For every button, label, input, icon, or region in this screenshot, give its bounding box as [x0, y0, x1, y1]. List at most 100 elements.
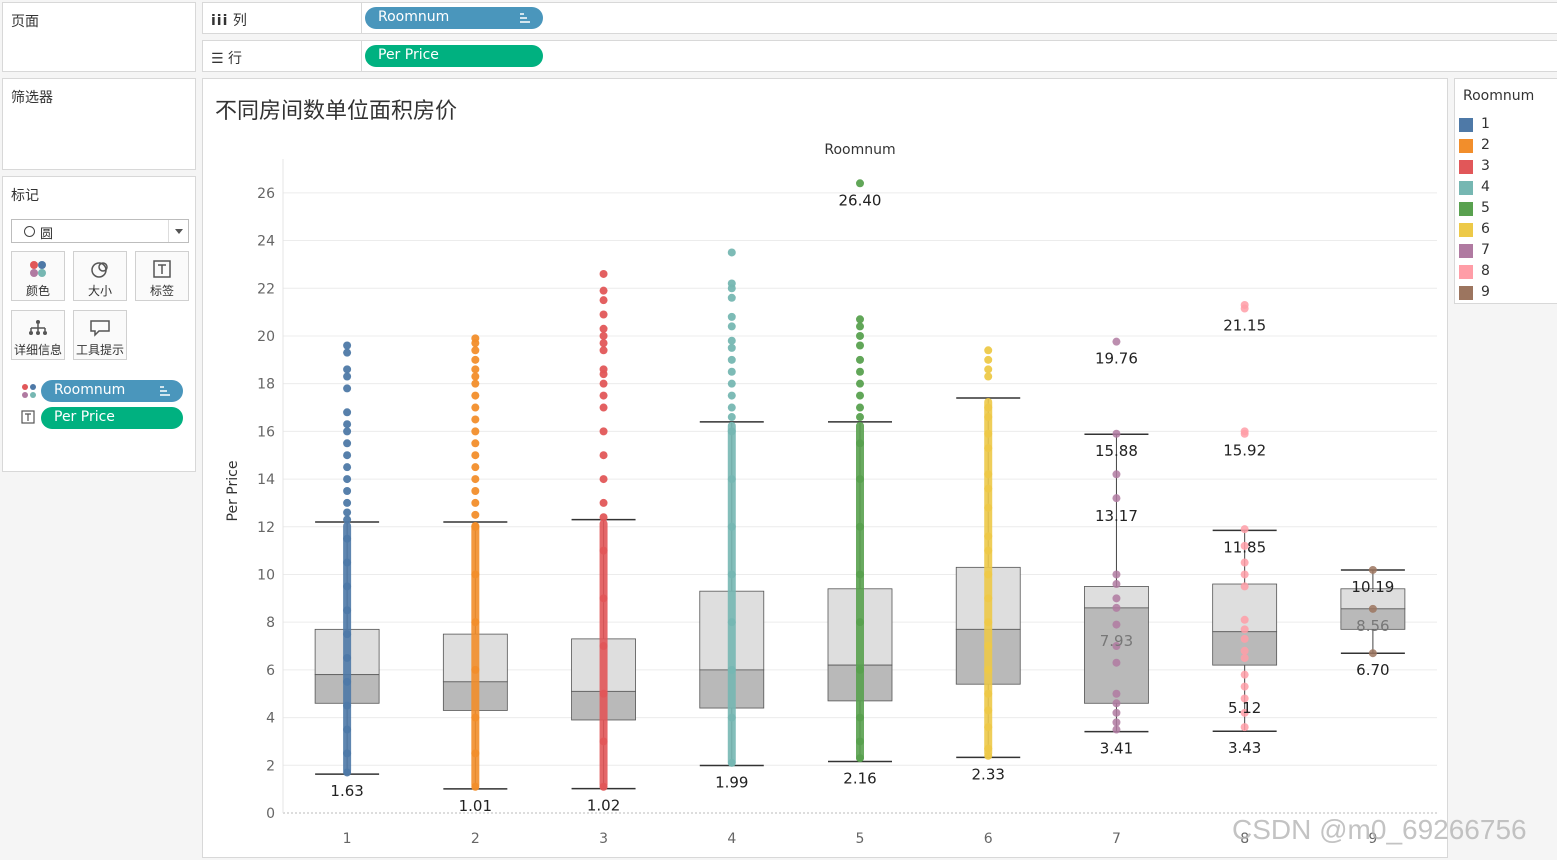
data-label: 11.85 — [1223, 538, 1266, 556]
data-point — [1112, 570, 1121, 579]
data-point — [1112, 708, 1121, 717]
columns-pill-roomnum[interactable]: Roomnum — [365, 7, 543, 29]
data-point — [1112, 337, 1121, 346]
data-point — [1112, 470, 1121, 479]
y-tick-label: 4 — [266, 711, 275, 727]
data-label: 15.88 — [1095, 442, 1138, 460]
columns-icon: iii — [211, 13, 229, 29]
data-label: 3.41 — [1100, 740, 1133, 758]
tooltip-button[interactable]: 工具提示 — [73, 310, 127, 360]
column-header: Roomnum — [824, 142, 895, 158]
chart-title: 不同房间数单位面积房价 — [215, 99, 458, 124]
y-tick-label: 22 — [257, 281, 275, 297]
shelf-divider — [361, 41, 362, 71]
rows-pill-label: Per Price — [378, 47, 439, 63]
data-label: 26.40 — [839, 191, 882, 209]
data-point — [471, 379, 480, 388]
data-label: 1.63 — [330, 782, 363, 800]
label-button[interactable]: 标签 — [135, 251, 189, 301]
data-point — [727, 322, 736, 331]
y-tick-label: 0 — [266, 806, 275, 822]
legend-item-9[interactable]: 9 — [1459, 283, 1555, 303]
legend-label: 4 — [1481, 179, 1490, 195]
rows-shelf-label: ☰ 行 — [211, 48, 242, 68]
data-point — [343, 420, 352, 429]
data-point — [343, 475, 352, 484]
color-icon — [30, 261, 46, 277]
size-button[interactable]: 大小 — [73, 251, 127, 301]
detail-button[interactable]: 详细信息 — [11, 310, 65, 360]
data-point — [1368, 604, 1377, 613]
data-point — [1368, 565, 1377, 574]
data-point — [1240, 615, 1249, 624]
data-point — [1240, 558, 1249, 567]
legend-label: 1 — [1481, 116, 1490, 132]
legend-item-7[interactable]: 7 — [1459, 241, 1555, 261]
rows-shelf[interactable]: ☰ 行 Per Price — [202, 40, 1557, 72]
data-point — [1240, 541, 1249, 550]
data-point — [471, 510, 480, 519]
data-point — [984, 346, 993, 355]
color-button[interactable]: 颜色 — [11, 251, 65, 301]
size-button-label: 大小 — [87, 284, 112, 298]
dense-point-band — [471, 522, 480, 789]
y-tick-label: 26 — [257, 186, 275, 202]
chevron-down-icon[interactable] — [168, 220, 188, 242]
legend-swatch — [1459, 265, 1473, 279]
legend-label: 3 — [1481, 158, 1490, 174]
data-point — [856, 355, 864, 364]
legend-item-5[interactable]: 5 — [1459, 199, 1555, 219]
data-point — [471, 427, 480, 436]
color-legend: Roomnum 1 2 3 4 5 6 7 8 9 — [1454, 78, 1557, 304]
rows-pill-per-price[interactable]: Per Price — [365, 45, 543, 67]
data-label: 1.01 — [459, 797, 492, 815]
data-point — [1240, 723, 1249, 732]
data-point — [343, 372, 352, 381]
label-icon — [153, 260, 171, 278]
y-tick-label: 2 — [266, 758, 275, 774]
data-label: 19.76 — [1095, 350, 1138, 368]
data-point — [984, 372, 993, 381]
legend-item-1[interactable]: 1 — [1459, 115, 1555, 135]
data-point — [1240, 525, 1249, 534]
filters-card[interactable]: 筛选器 — [2, 78, 196, 170]
data-point — [856, 403, 864, 412]
data-point — [599, 427, 608, 436]
data-point — [599, 310, 608, 319]
data-point — [599, 324, 608, 333]
legend-item-3[interactable]: 3 — [1459, 157, 1555, 177]
columns-label-text: 列 — [232, 13, 247, 29]
data-point — [343, 487, 352, 495]
data-point — [599, 365, 608, 374]
columns-shelf[interactable]: iii 列 Roomnum — [202, 2, 1557, 34]
legend-label: 5 — [1481, 200, 1490, 216]
marks-pill-per-price[interactable]: Per Price — [41, 407, 183, 429]
legend-item-4[interactable]: 4 — [1459, 178, 1555, 198]
pages-title: 页面 — [11, 14, 39, 30]
data-point — [727, 293, 736, 302]
data-point — [599, 286, 608, 295]
legend-title: Roomnum — [1463, 88, 1535, 104]
marks-pill-roomnum[interactable]: Roomnum — [41, 380, 183, 402]
data-point — [856, 391, 864, 400]
data-point — [1368, 649, 1377, 658]
data-label: 1.02 — [587, 797, 620, 815]
data-point — [471, 334, 480, 343]
legend-item-6[interactable]: 6 — [1459, 220, 1555, 240]
mark-type-dropdown[interactable]: 圆 — [11, 219, 189, 243]
data-point — [343, 451, 352, 460]
legend-item-8[interactable]: 8 — [1459, 262, 1555, 282]
y-axis-label: Per Price — [225, 461, 241, 522]
legend-swatch — [1459, 223, 1473, 237]
data-point — [1240, 582, 1249, 591]
data-point — [599, 379, 608, 388]
data-point — [599, 513, 608, 522]
sort-icon — [160, 386, 170, 396]
pages-card: 页面 — [2, 2, 196, 72]
legend-item-2[interactable]: 2 — [1459, 136, 1555, 156]
legend-swatch — [1459, 202, 1473, 216]
chart-panel: 不同房间数单位面积房价 Roomnum Per Price 0 2 4 6 8 10 12 14 1… — [202, 78, 1448, 858]
data-point — [727, 248, 736, 257]
columns-pill-label: Roomnum — [378, 9, 450, 25]
